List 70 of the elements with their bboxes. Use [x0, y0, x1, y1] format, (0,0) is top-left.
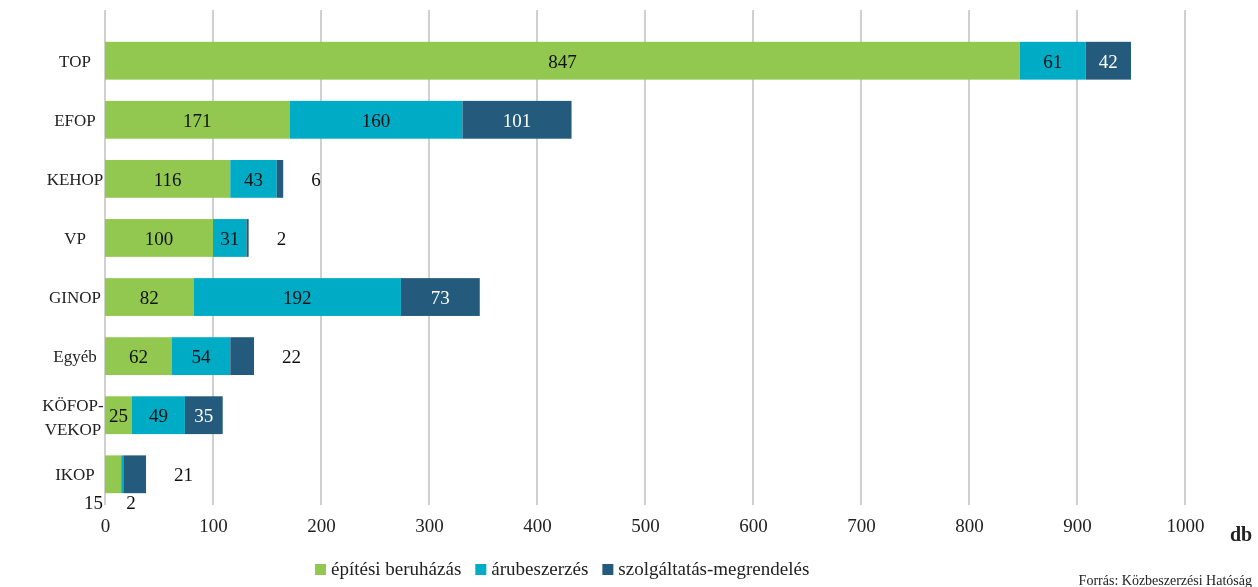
bar: [121, 455, 124, 494]
x-tick-label: 600: [739, 514, 768, 536]
data-label: 42: [1098, 50, 1118, 72]
x-axis-title: db: [1230, 523, 1253, 545]
x-tick-label: 100: [199, 514, 228, 536]
bar: [132, 396, 185, 435]
data-label: 43: [244, 168, 263, 190]
data-label: 49: [148, 405, 168, 427]
bar: [276, 159, 284, 198]
bar: [105, 219, 213, 257]
data-label: 100: [144, 227, 174, 249]
bar: [400, 278, 480, 316]
data-label: 35: [194, 405, 214, 427]
bar: [123, 455, 147, 494]
bar: [230, 159, 277, 198]
y-tick-label: IKOP: [55, 465, 95, 485]
y-tick-label: VP: [64, 228, 86, 248]
bar: [462, 100, 572, 139]
bar: [213, 219, 247, 257]
data-label: 116: [153, 168, 182, 190]
bar: [230, 337, 255, 376]
bar: [105, 159, 231, 198]
legend-label: szolgáltatás-megrendelés: [618, 558, 810, 579]
y-tick-label: Egyéb: [53, 347, 97, 367]
data-label: 847: [548, 50, 577, 72]
bar: [193, 278, 401, 316]
x-tick-label: 700: [847, 514, 876, 536]
y-tick-label: EFOP: [54, 110, 96, 130]
x-tick-label: 900: [1063, 514, 1092, 536]
data-label: 22: [282, 346, 302, 368]
data-label: 15: [84, 492, 103, 514]
bar: [105, 41, 1020, 80]
data-label: 21: [174, 464, 194, 486]
data-label: 54: [191, 346, 212, 368]
data-label: 31: [220, 227, 240, 249]
data-label: 2: [276, 227, 287, 249]
legend-label: építési beruházás: [331, 558, 462, 579]
x-tick-label: 800: [955, 514, 984, 536]
x-tick-label: 0: [100, 514, 111, 536]
bar: [1019, 41, 1086, 80]
y-tick-label: KÖFOP-VEKOP: [42, 396, 105, 440]
x-tick-label: 500: [631, 514, 660, 536]
x-tick-label: 400: [523, 514, 552, 536]
bar: [289, 100, 463, 139]
bar: [1085, 41, 1131, 80]
bar: [246, 219, 249, 257]
data-label: 82: [139, 287, 159, 309]
data-label: 62: [128, 346, 148, 368]
x-tick-label: 200: [307, 514, 336, 536]
bar: [105, 337, 172, 376]
bar: [184, 396, 223, 435]
data-label: 101: [502, 109, 532, 131]
bar: [105, 455, 122, 494]
data-label: 61: [1043, 50, 1063, 72]
data-label: 192: [282, 287, 312, 309]
data-label: 6: [311, 168, 321, 190]
legend-label: árubeszerzés: [491, 558, 589, 579]
y-tick-label: TOP: [59, 51, 91, 71]
x-tick-label: 300: [415, 514, 444, 536]
data-label: 160: [361, 109, 391, 131]
bar: [105, 100, 290, 139]
y-tick-label: GINOP: [49, 288, 101, 308]
bar: [171, 337, 231, 376]
y-tick-label: KEHOP: [46, 169, 104, 189]
data-label: 2: [126, 492, 136, 514]
x-tick-label: 1000: [1166, 514, 1205, 536]
data-label: 171: [183, 109, 212, 131]
data-label: 25: [109, 405, 128, 427]
data-label: 73: [430, 287, 450, 309]
bar: [105, 278, 194, 316]
